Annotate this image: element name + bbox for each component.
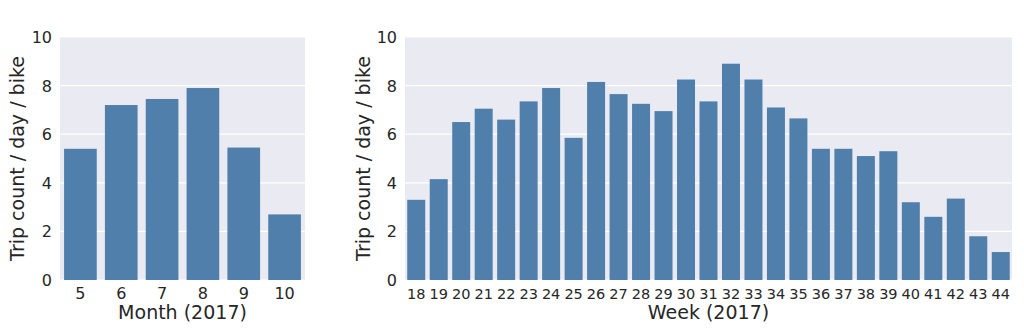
y-tick-label: 2: [42, 222, 52, 241]
bar: [430, 179, 448, 280]
y-tick-label: 8: [42, 77, 52, 96]
chart-panel: 0246810181920212223242526272829303132333…: [352, 28, 1012, 323]
chart-panel: 02468105678910Month (2017)Trip count / d…: [6, 28, 305, 323]
plot-background: [60, 37, 305, 280]
x-tick-label: 38: [857, 286, 875, 302]
bar: [452, 122, 470, 280]
x-tick-label: 44: [992, 286, 1010, 302]
x-tick-label: 30: [677, 286, 695, 302]
bar: [677, 80, 695, 280]
bar: [475, 109, 493, 280]
x-tick-label: 37: [834, 286, 852, 302]
bar: [187, 88, 220, 280]
x-tick-label: 25: [564, 286, 582, 302]
y-tick-label: 10: [377, 28, 397, 47]
y-tick-label: 4: [42, 174, 52, 193]
y-tick-label: 8: [387, 77, 397, 96]
grid-line: [405, 85, 1012, 86]
x-tick-label: 28: [632, 286, 650, 302]
bar: [879, 151, 897, 280]
x-tick-label: 43: [969, 286, 987, 302]
x-tick-label: 27: [609, 286, 627, 302]
x-tick-label: 24: [542, 286, 560, 302]
y-tick-label: 0: [387, 271, 397, 290]
x-axis-label: Week (2017): [648, 301, 769, 323]
bar: [610, 94, 628, 280]
bars: [64, 88, 301, 280]
bar: [268, 214, 301, 280]
x-tick-label: 22: [497, 286, 515, 302]
bar: [992, 252, 1010, 280]
y-tick-label: 6: [42, 125, 52, 144]
bar: [834, 149, 852, 280]
x-tick-label: 18: [407, 286, 425, 302]
grid-line: [60, 134, 305, 135]
x-tick-label: 36: [812, 286, 830, 302]
bar: [812, 149, 830, 280]
bar: [542, 88, 560, 280]
bar: [565, 138, 583, 280]
y-tick-label: 10: [32, 28, 52, 47]
plot-background: [405, 37, 1012, 280]
bar: [744, 80, 762, 280]
bar: [497, 120, 515, 280]
y-tick-label: 0: [42, 271, 52, 290]
grid-line: [60, 36, 305, 37]
x-tick-label: 42: [947, 286, 965, 302]
bar: [655, 111, 673, 280]
x-tick-label: 29: [654, 286, 672, 302]
bar: [520, 101, 538, 280]
x-tick-label: 40: [902, 286, 920, 302]
y-axis-label: Trip count / day / bike: [352, 56, 374, 262]
bar: [767, 107, 785, 280]
bar: [969, 236, 987, 280]
x-tick-label: 35: [789, 286, 807, 302]
x-tick-label: 33: [744, 286, 762, 302]
x-tick-label: 23: [519, 286, 537, 302]
bar: [947, 199, 965, 280]
bar: [407, 200, 425, 280]
bar: [64, 149, 97, 280]
x-tick-label: 21: [474, 286, 492, 302]
bar: [146, 99, 179, 280]
y-tick-label: 2: [387, 222, 397, 241]
x-tick-label: 34: [767, 286, 785, 302]
bar: [789, 118, 807, 280]
x-tick-label: 20: [452, 286, 470, 302]
bar: [227, 148, 260, 280]
x-tick-label: 19: [429, 286, 447, 302]
bar: [857, 156, 875, 280]
x-tick-label: 5: [75, 284, 85, 303]
x-axis-label: Month (2017): [118, 301, 247, 323]
bar: [632, 104, 650, 280]
y-tick-label: 6: [387, 125, 397, 144]
x-tick-label: 32: [722, 286, 740, 302]
y-axis-label: Trip count / day / bike: [6, 56, 28, 262]
figure: 02468105678910Month (2017)Trip count / d…: [0, 0, 1024, 335]
chart-root: 02468105678910Month (2017)Trip count / d…: [0, 0, 1024, 335]
bars: [407, 64, 1010, 280]
bar: [902, 202, 920, 280]
y-tick-label: 4: [387, 174, 397, 193]
x-tick-label: 31: [699, 286, 717, 302]
grid-line: [405, 36, 1012, 37]
x-tick-label: 10: [274, 284, 294, 303]
bar: [924, 217, 942, 280]
bar: [700, 101, 718, 280]
x-tick-label: 41: [924, 286, 942, 302]
x-tick-label: 39: [879, 286, 897, 302]
bar: [105, 105, 138, 280]
bar: [587, 82, 605, 280]
x-tick-label: 26: [587, 286, 605, 302]
grid-line: [60, 85, 305, 86]
bar: [722, 64, 740, 280]
